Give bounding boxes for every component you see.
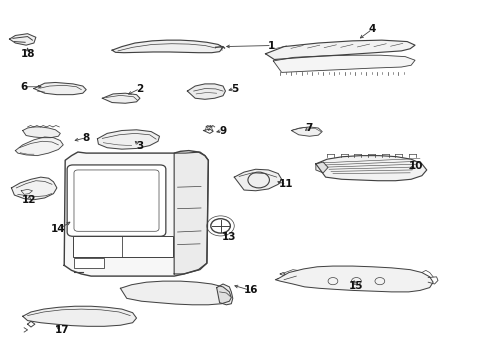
- Text: 1: 1: [268, 41, 275, 50]
- Polygon shape: [316, 156, 427, 181]
- Polygon shape: [23, 306, 137, 326]
- Text: 3: 3: [136, 141, 144, 151]
- Polygon shape: [174, 152, 208, 274]
- Polygon shape: [187, 84, 225, 99]
- Polygon shape: [15, 137, 63, 156]
- Text: 2: 2: [136, 84, 144, 94]
- Text: 4: 4: [368, 24, 376, 35]
- Text: 9: 9: [220, 126, 226, 135]
- Polygon shape: [266, 40, 415, 59]
- FancyBboxPatch shape: [74, 170, 159, 231]
- Text: 14: 14: [51, 225, 66, 234]
- Polygon shape: [273, 55, 415, 72]
- Polygon shape: [98, 130, 159, 149]
- Polygon shape: [234, 169, 282, 191]
- Text: 16: 16: [244, 285, 258, 296]
- Bar: [73, 236, 173, 257]
- Polygon shape: [292, 127, 322, 136]
- Text: 12: 12: [22, 195, 36, 205]
- Text: 11: 11: [279, 179, 294, 189]
- Polygon shape: [23, 127, 60, 138]
- Text: 6: 6: [21, 82, 28, 92]
- Polygon shape: [102, 93, 140, 103]
- Polygon shape: [34, 82, 86, 95]
- Polygon shape: [64, 150, 208, 276]
- Text: 17: 17: [54, 325, 69, 335]
- Text: 18: 18: [20, 49, 35, 59]
- Polygon shape: [316, 162, 328, 173]
- FancyBboxPatch shape: [67, 165, 166, 236]
- Text: 15: 15: [349, 281, 364, 291]
- Text: 8: 8: [83, 133, 90, 143]
- Bar: [74, 258, 104, 268]
- Polygon shape: [9, 34, 36, 45]
- Polygon shape: [11, 177, 57, 200]
- Polygon shape: [121, 281, 231, 305]
- Text: 10: 10: [409, 161, 423, 171]
- Text: 5: 5: [232, 84, 239, 94]
- Polygon shape: [112, 40, 223, 53]
- Text: 13: 13: [222, 232, 237, 242]
- Polygon shape: [275, 266, 433, 292]
- Polygon shape: [217, 284, 233, 305]
- Text: 7: 7: [305, 123, 312, 133]
